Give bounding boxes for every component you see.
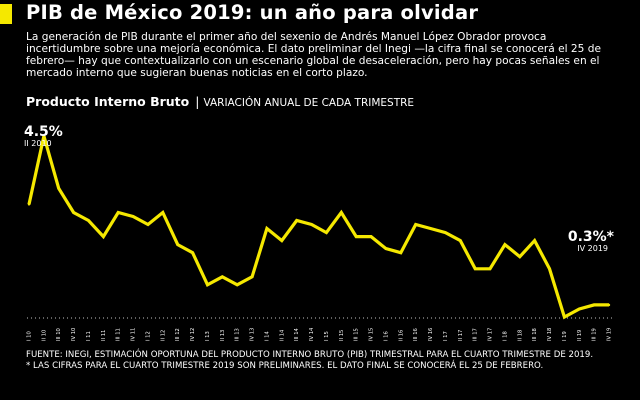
max-period-label: II 2010 [24,139,52,148]
x-tick-label: III 11 [116,328,122,341]
x-tick-label: IV 16 [428,328,434,341]
x-tick-label: II 11 [101,330,107,341]
x-tick-label: II 18 [517,330,523,341]
data-point [488,267,492,270]
data-point [325,231,328,234]
x-tick-label: I 17 [443,331,449,341]
x-tick-label: II 12 [160,330,166,341]
x-tick-label: III 13 [235,328,241,341]
x-tick-label: II 19 [577,330,583,341]
x-tick-label: I 15 [324,331,330,341]
x-tick-label: II 14 [279,329,285,341]
data-point [473,267,477,270]
x-tick-label: IV 18 [547,328,553,341]
x-tick-label: IV 19 [607,328,613,341]
data-point [578,307,581,311]
max-value-label: 4.5% [24,124,63,140]
data-point [459,239,462,242]
x-tick-label: III 17 [473,328,479,341]
x-tick-label: I 18 [502,331,508,341]
x-tick-label: IV 13 [250,328,256,341]
data-point [191,251,194,254]
x-tick-label: III 12 [175,328,181,341]
data-point [354,235,358,238]
x-tick-label: I 11 [86,331,92,341]
x-tick-label: I 10 [27,331,33,341]
data-point [548,267,551,270]
data-point [369,235,373,238]
data-point [236,283,239,287]
latest-value-label: 0.3%* [568,229,615,245]
x-tick-label: IV 12 [190,328,196,341]
data-point [533,239,536,242]
data-point [592,303,596,307]
data-point [399,251,402,254]
x-tick-label: III 18 [532,328,538,341]
x-tick-label: III 10 [56,328,62,341]
x-tick-label: II 13 [220,330,226,341]
x-tick-label: II 15 [339,330,345,341]
page-title: PIB de México 2019: un año para olvidar [26,1,479,24]
data-point [206,283,209,287]
data-point [280,239,284,242]
x-tick-label: IV 14 [309,327,315,341]
source-text: FUENTE: INEGI, ESTIMACIÓN OPORTUNA DEL P… [26,350,594,360]
data-point [503,243,507,246]
x-tick-label: IV 11 [131,328,137,341]
data-point [607,303,611,307]
data-point [250,275,254,278]
data-point [265,227,269,230]
chart-subhead: Producto Interno Bruto | VARIACIÓN ANUAL D… [26,94,626,109]
x-tick-label: IV 17 [488,328,494,341]
data-point [340,211,343,214]
x-tick-label: II 16 [398,330,404,341]
x-tick-label: II 17 [458,330,464,341]
x-tick-label: II 10 [41,330,47,341]
x-tick-label: IV 15 [369,328,375,341]
data-point [444,231,447,234]
chart-title: Producto Interno Bruto [26,94,190,109]
data-point [57,187,60,190]
data-point [102,235,105,238]
data-point [310,223,313,226]
subhead-separator: | [195,94,200,109]
data-point [295,219,298,222]
x-tick-label: I 14 [264,331,270,341]
data-point [117,211,120,214]
x-tick-label: I 19 [562,331,568,341]
source-note: FUENTE: INEGI, ESTIMACIÓN OPORTUNA DEL P… [26,350,626,371]
latest-period-label: IV 2019 [577,244,608,253]
x-tick-label: IV 10 [71,328,77,341]
data-point [161,211,165,214]
x-tick-label: III 14 [294,327,300,341]
chart-subtitle: VARIACIÓN ANUAL DE CADA TRIMESTRE [203,97,415,109]
data-point [146,223,150,226]
x-tick-label: I 16 [383,331,389,341]
data-point [87,219,90,222]
data-point [42,134,46,138]
title-accent-bar [0,4,12,24]
x-tick-label: III 16 [413,328,419,341]
preliminary-note: * LAS CIFRAS PARA EL CUARTO TRIMESTRE 20… [26,360,544,371]
data-point [414,223,417,226]
x-tick-label: I 13 [205,331,211,341]
gdp-series-line [27,135,609,320]
data-point [563,315,566,319]
data-point [221,275,224,278]
data-point [131,215,135,218]
data-point [384,247,388,250]
data-point [518,255,521,258]
x-tick-label: III 15 [354,328,360,341]
data-point [429,227,432,230]
data-point [176,243,179,246]
intro-paragraph: La generación de PIB durante el primer a… [26,31,602,79]
data-point [27,203,31,206]
x-tick-label: III 19 [592,328,598,341]
data-point [72,211,75,214]
x-tick-label: I 12 [145,331,151,341]
